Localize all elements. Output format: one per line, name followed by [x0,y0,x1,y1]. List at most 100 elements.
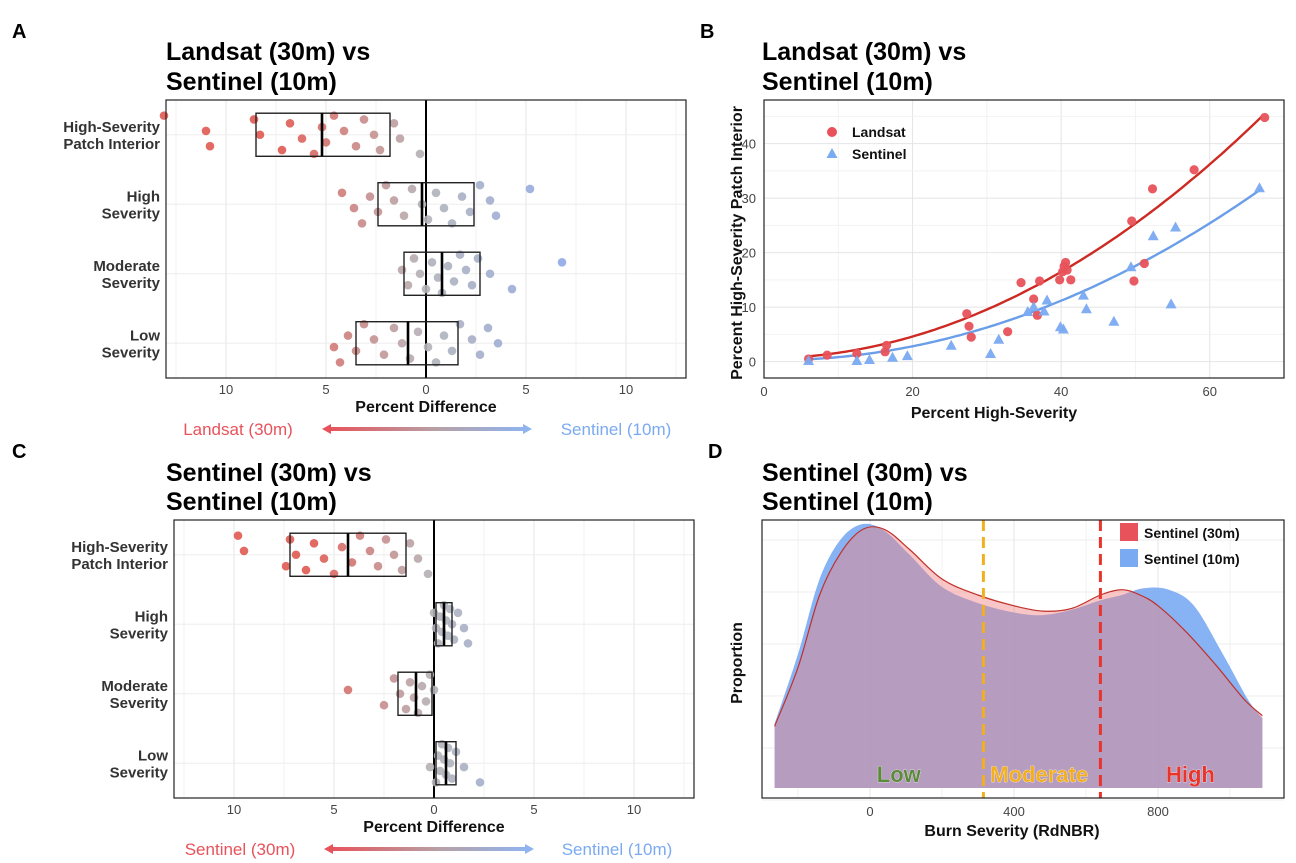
data-point [399,211,409,221]
legend-label-landsat: Landsat [852,124,906,140]
data-point [405,677,415,687]
x-axis-label: Percent Difference [363,819,504,836]
data-point-landsat [966,332,976,342]
right-direction-label: Sentinel (10m) [561,420,672,439]
data-point [475,778,485,787]
data-point [291,550,301,560]
data-point [423,215,433,224]
x-tick-label: 10 [627,802,641,817]
data-point [421,284,431,294]
data-point [369,130,379,140]
data-point [309,538,319,548]
box-1 [377,182,475,227]
data-point-landsat [1139,258,1149,269]
data-point [465,207,475,217]
data-point [415,149,425,159]
category-label: Moderate [93,258,160,275]
data-point-landsat [1035,276,1045,286]
legend-marker-landsat [827,127,837,137]
data-point [375,145,385,155]
data-point [473,254,483,263]
category-label: Severity [110,695,169,712]
legend-label-sentinel-30m: Sentinel (30m) [1144,525,1240,541]
data-point [421,697,431,706]
severity-label-moderate: Moderate [990,762,1088,787]
plot-background [764,100,1284,378]
y-tick-label: 10 [742,300,756,315]
data-point [343,685,353,695]
data-point [249,115,259,124]
panel-letter-c: C [12,441,26,463]
data-point-sentinel [1041,294,1053,305]
x-tick-label: 10 [227,802,241,817]
data-point [417,681,427,691]
x-tick-label: 0 [422,382,429,397]
data-point [457,192,467,201]
data-point [445,604,455,614]
panel-d-plot: Low Moderate High Sentinel (30m) Sentinel (1… [729,519,1285,840]
panel-letter-b: B [700,21,714,43]
data-point [459,762,469,772]
data-point [425,762,435,772]
category-label: Severity [102,344,161,361]
data-point [461,265,471,275]
data-point [507,284,517,294]
data-point-landsat [852,348,862,359]
data-point [397,265,407,275]
data-point-landsat [881,340,892,350]
x-tick-label: 400 [1003,804,1025,819]
data-point-sentinel [1057,323,1069,334]
data-point [403,280,413,290]
category-label: High-Severity [63,119,160,136]
data-point [365,192,375,201]
plot-frame [165,99,687,379]
data-point [329,342,339,352]
data-point [525,184,535,194]
data-point [439,203,449,213]
data-point-sentinel [1028,301,1040,312]
data-point [439,331,449,340]
data-point-landsat [1055,275,1065,285]
x-tick-label: 0 [760,384,767,399]
data-point [413,327,423,337]
data-point [339,126,349,136]
data-point [491,211,501,221]
y-tick-label: 0 [749,355,756,370]
data-point [485,196,495,205]
panel-a-title-line2: Sentinel (10m) [166,68,337,96]
direction-arrow-left-head [322,424,331,434]
density-line-sentinel-30m [774,526,1263,727]
data-point [485,269,495,279]
data-point-sentinel [1253,182,1265,193]
data-point [431,188,441,198]
data-point [369,335,379,344]
density-area-sentinel-30m [774,526,1263,788]
direction-arrow-shaft [328,427,526,431]
data-point [281,561,291,571]
x-tick-label: 10 [619,382,633,397]
data-point [389,118,399,128]
category-label: Severity [102,205,161,222]
x-axis-label: Burn Severity (RdNBR) [924,823,1099,840]
data-point [277,145,287,155]
y-tick-label: 30 [742,191,756,206]
data-point [423,569,433,579]
data-point [373,561,383,571]
data-point-landsat [1129,276,1139,286]
data-point-sentinel [945,339,957,350]
data-point-sentinel [985,347,997,358]
data-point-landsat [1003,327,1013,337]
data-point-landsat [964,321,974,331]
data-point [347,558,357,567]
data-point [453,608,463,618]
category-label: Severity [102,275,161,292]
data-point [389,196,399,205]
data-point [449,635,459,644]
data-point [395,689,405,699]
data-point [427,257,437,267]
data-point [389,550,399,560]
x-tick-label: 20 [905,384,919,399]
legend-marker-sentinel [826,148,838,158]
data-point [397,338,407,348]
data-point [483,323,493,333]
